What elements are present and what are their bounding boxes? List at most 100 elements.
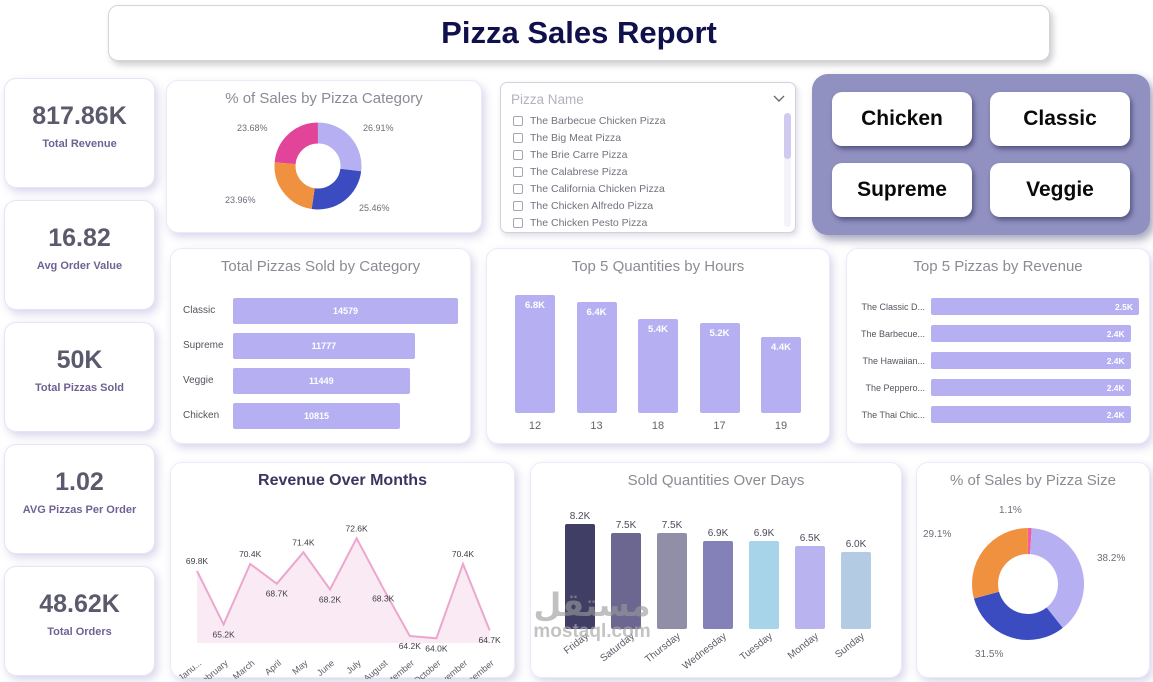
bar[interactable]: 2.4K	[931, 325, 1131, 342]
kpi-label: Total Pizzas Sold	[34, 382, 125, 394]
x-axis: 12 13 18 17 19	[515, 420, 801, 432]
bar[interactable]: 6.4K	[576, 302, 617, 413]
bar[interactable]: 2.4K	[931, 379, 1131, 396]
value-label: 7.5K	[615, 520, 637, 531]
value-label: 10815	[303, 410, 329, 421]
bar[interactable]: 11449	[233, 367, 410, 394]
slicer-item[interactable]: The Calabrese Pizza	[505, 163, 779, 180]
axis-label: 17	[713, 420, 726, 432]
bar[interactable]: 4.4K	[761, 337, 801, 413]
donut-segment[interactable]	[317, 122, 362, 172]
bar[interactable]: 10815	[233, 402, 400, 429]
category-button-supreme[interactable]: Supreme	[832, 163, 972, 217]
checkbox[interactable]	[513, 183, 523, 194]
donut-chart[interactable]	[271, 119, 365, 218]
donut-segment[interactable]	[1029, 528, 1084, 628]
checkbox[interactable]	[513, 200, 523, 211]
checkbox[interactable]	[513, 217, 523, 228]
bar[interactable]	[565, 524, 595, 629]
axis-label: 13	[590, 420, 603, 432]
bar-column: 6.9K	[749, 528, 779, 629]
chart-pizzas-by-revenue[interactable]: Top 5 Pizzas by Revenue The Classic D...…	[846, 248, 1150, 444]
category-button-chicken[interactable]: Chicken	[832, 92, 972, 146]
slice-label: 1.1%	[999, 505, 1022, 516]
bar[interactable]	[841, 552, 871, 629]
slicer-item[interactable]: The Big Meat Pizza	[505, 129, 779, 146]
slicer-item[interactable]: The California Chicken Pizza	[505, 180, 779, 197]
donut-segment[interactable]	[972, 528, 1029, 599]
line-chart[interactable]: 69.8K Janu... 65.2K February 70.4K March 68.7K…	[171, 491, 516, 679]
chevron-down-icon[interactable]	[773, 90, 785, 108]
slice-label: 29.1%	[923, 529, 952, 540]
scrollbar[interactable]	[784, 113, 791, 227]
data-label: 70.4K	[452, 549, 475, 559]
kpi-card-total-pizzas-sold: 50K Total Pizzas Sold	[4, 322, 155, 432]
value-label: 5.4K	[647, 324, 669, 335]
data-label: 64.7K	[478, 635, 501, 645]
donut-segment[interactable]	[274, 122, 319, 165]
category-label: The Thai Chic...	[861, 409, 925, 420]
kpi-card-avg-pizzas-per-order: 1.02 AVG Pizzas Per Order	[4, 444, 155, 554]
chart-revenue-over-months[interactable]: Revenue Over Months 69.8K Janu... 65.2K Feb…	[170, 462, 516, 679]
category-button-veggie[interactable]: Veggie	[990, 163, 1130, 217]
axis-label: August	[362, 658, 390, 679]
chart-quantities-over-days[interactable]: Sold Quantities Over Days 8.2K 7.5K 7.5K…	[530, 462, 902, 678]
kpi-label: Total Orders	[47, 626, 112, 638]
chart-title: % of Sales by Pizza Size	[950, 472, 1116, 489]
bar[interactable]	[795, 546, 825, 629]
checkbox[interactable]	[513, 149, 523, 160]
slicer-item[interactable]: The Chicken Alfredo Pizza	[505, 197, 779, 214]
slicer-item-label: The Chicken Pesto Pizza	[530, 216, 648, 229]
report-title-card: Pizza Sales Report	[108, 5, 1050, 61]
axis-label: October	[412, 658, 443, 679]
bar-row: Classic 14579	[171, 293, 470, 328]
chart-title: Sold Quantities Over Days	[627, 472, 805, 489]
slicer-header[interactable]: Pizza Name	[501, 83, 795, 111]
bar[interactable]: 5.4K	[638, 319, 678, 413]
donut-segment[interactable]	[274, 162, 316, 210]
bar[interactable]: 2.4K	[931, 352, 1131, 369]
data-label: 69.8K	[186, 556, 209, 566]
chart-pizzas-sold-by-category[interactable]: Total Pizzas Sold by Category Classic 14…	[170, 248, 471, 444]
data-label: 68.7K	[266, 589, 289, 599]
value-label: 11449	[309, 375, 334, 386]
category-label: Supreme	[183, 340, 224, 351]
chart-sales-by-size[interactable]: % of Sales by Pizza Size 1.1% 38.2% 31.5…	[916, 462, 1150, 678]
category-button-classic[interactable]: Classic	[990, 92, 1130, 146]
bar[interactable]: 14579	[233, 297, 458, 324]
area-fill	[197, 538, 490, 643]
slicer-item[interactable]: The Barbecue Chicken Pizza	[505, 112, 779, 129]
scrollbar-thumb[interactable]	[784, 113, 791, 159]
bar[interactable]: 2.5K	[931, 298, 1139, 315]
axis-label: Janu...	[176, 658, 203, 679]
slicer-item[interactable]: The Brie Carre Pizza	[505, 146, 779, 163]
pizza-name-slicer[interactable]: Pizza Name The Barbecue Chicken Pizza Th…	[500, 82, 796, 233]
bar[interactable]: 6.8K	[515, 295, 555, 413]
chart-quantities-by-hours[interactable]: Top 5 Quantities by Hours 6.8K 6.4K 5.4K…	[486, 248, 830, 444]
bar[interactable]: 5.2K	[699, 323, 740, 413]
checkbox[interactable]	[513, 115, 523, 126]
slicer-item[interactable]: The Chicken Pesto Pizza	[505, 214, 779, 228]
slice-label: 26.91%	[363, 123, 394, 133]
bar[interactable]: 2.4K	[931, 406, 1131, 423]
bar-column: 6.5K	[795, 533, 825, 629]
axis-label: February	[196, 658, 230, 679]
bar[interactable]	[703, 541, 733, 629]
value-label: 5.2K	[709, 328, 730, 339]
trend-line[interactable]	[196, 536, 491, 640]
x-axis: Friday Saturday Thursday Wednesday Tuesday Mo…	[562, 629, 871, 675]
bar[interactable]	[749, 541, 779, 629]
value-label: 4.4K	[770, 342, 792, 353]
donut-chart[interactable]	[967, 523, 1089, 650]
checkbox[interactable]	[513, 166, 523, 177]
bar[interactable]	[657, 533, 687, 629]
value-label: 6.9K	[707, 528, 729, 539]
donut-segment[interactable]	[973, 591, 1063, 640]
axis-label: March	[231, 658, 257, 679]
checkbox[interactable]	[513, 132, 523, 143]
donut-segment[interactable]	[311, 168, 362, 210]
chart-sales-by-category[interactable]: % of Sales by Pizza Category 26.91% 25.4…	[166, 80, 482, 233]
bar[interactable]: 11777	[233, 332, 415, 359]
bar[interactable]	[611, 533, 641, 629]
slicer-item-label: The California Chicken Pizza	[530, 182, 665, 195]
